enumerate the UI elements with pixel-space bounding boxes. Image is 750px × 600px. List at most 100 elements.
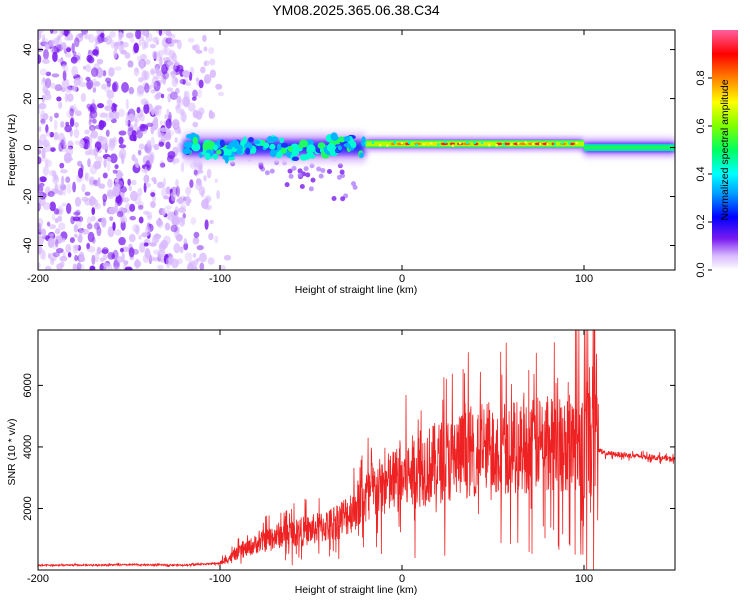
ridge-dot <box>509 143 513 146</box>
noise-blob <box>203 46 208 52</box>
noise-blob <box>166 108 170 115</box>
streak-blob <box>297 172 303 178</box>
noise-blob <box>167 255 174 265</box>
streak-blob <box>297 168 303 174</box>
noise-blob <box>162 74 167 86</box>
noise-blob <box>128 113 135 123</box>
noise-blob <box>165 37 173 44</box>
noise-blob <box>102 199 106 207</box>
noise-blob <box>203 175 207 182</box>
noise-blob <box>89 265 96 270</box>
peak-dash <box>496 142 503 146</box>
noise-blob <box>157 250 166 258</box>
noise-blob <box>64 124 72 133</box>
noise-blob <box>52 251 60 258</box>
noise-blob <box>128 185 133 192</box>
noise-blob <box>58 222 66 231</box>
streak-blob <box>340 196 346 202</box>
noise-blob <box>153 249 161 255</box>
noise-blob <box>59 261 65 268</box>
spectrogram-area <box>38 30 675 270</box>
snr-frame <box>37 329 676 571</box>
noise-blob <box>94 46 100 57</box>
noise-blob <box>88 119 92 126</box>
noise-blob <box>167 93 172 103</box>
noise-blob <box>73 233 78 238</box>
band-blob <box>235 149 243 155</box>
spectrogram-y-ticks: -40 -20 0 20 40 <box>22 43 675 253</box>
noise-blob <box>38 126 42 133</box>
noise-blob <box>138 143 145 150</box>
ridge-dot <box>437 143 440 146</box>
streak-blob <box>336 174 342 180</box>
noise-blob <box>113 182 121 191</box>
noise-blob <box>139 242 146 253</box>
noise-blob <box>38 177 41 186</box>
ridge-dot <box>488 143 491 147</box>
noise-blob <box>49 233 54 242</box>
noise-blob <box>118 236 126 246</box>
noise-blob <box>80 164 84 172</box>
noise-blob <box>74 122 79 128</box>
y-tick-label: -40 <box>22 238 34 254</box>
noise-blob <box>207 257 215 265</box>
band-blob <box>253 140 261 145</box>
noise-blob <box>151 177 157 182</box>
noise-blob <box>85 64 91 73</box>
ridge-dot <box>386 144 389 147</box>
noise-blob <box>90 215 96 222</box>
noise-blob <box>60 60 67 67</box>
noise-blob <box>45 43 50 50</box>
noise-blob <box>144 83 150 94</box>
noise-blob <box>136 163 140 169</box>
noise-blob <box>183 238 188 245</box>
band-blob <box>291 147 300 157</box>
noise-blob <box>84 173 88 181</box>
noise-blob <box>73 128 80 139</box>
noise-blob <box>192 237 200 245</box>
noise-blob <box>51 213 56 221</box>
noise-blob <box>86 223 93 230</box>
noise-blob <box>208 109 213 119</box>
noise-blob <box>86 216 92 225</box>
noise-blob <box>90 67 99 78</box>
noise-blob <box>177 129 182 135</box>
noise-blob <box>116 256 123 263</box>
noise-blob <box>78 81 87 88</box>
noise-blob <box>81 183 86 193</box>
noise-blob <box>174 77 179 84</box>
ridge-dot <box>502 143 506 146</box>
x-tick-label: 0 <box>399 273 405 285</box>
noise-blob <box>70 56 78 64</box>
noise-blob <box>169 71 173 76</box>
noise-blob <box>190 217 197 225</box>
band-blob <box>269 144 276 150</box>
noise-blob <box>38 149 42 155</box>
noise-blob <box>179 78 187 85</box>
noise-blob <box>159 56 163 67</box>
noise-blob <box>91 236 96 244</box>
noise-blob <box>77 52 81 63</box>
peak-dash <box>431 142 439 146</box>
noise-blob <box>137 201 144 209</box>
x-tick-label: -100 <box>209 573 231 585</box>
noise-blob <box>53 44 62 53</box>
noise-blob <box>57 205 64 217</box>
noise-blob <box>66 146 74 157</box>
noise-blob <box>96 58 104 65</box>
noise-blob <box>137 149 142 156</box>
band-blob <box>205 140 215 148</box>
noise-blob <box>107 178 113 188</box>
ridge-dot <box>473 141 477 145</box>
noise-blob <box>60 121 65 128</box>
noise-blob <box>175 186 181 197</box>
noise-blob <box>141 39 147 50</box>
noise-blob <box>184 252 193 262</box>
streak-blob <box>331 196 337 202</box>
noise-blob <box>143 242 149 247</box>
noise-blob <box>88 245 96 253</box>
noise-blob <box>187 37 195 43</box>
noise-blob <box>121 81 129 93</box>
spectrogram-x-ticks: -200 -100 0 100 <box>27 30 593 285</box>
band-blob <box>192 136 198 145</box>
